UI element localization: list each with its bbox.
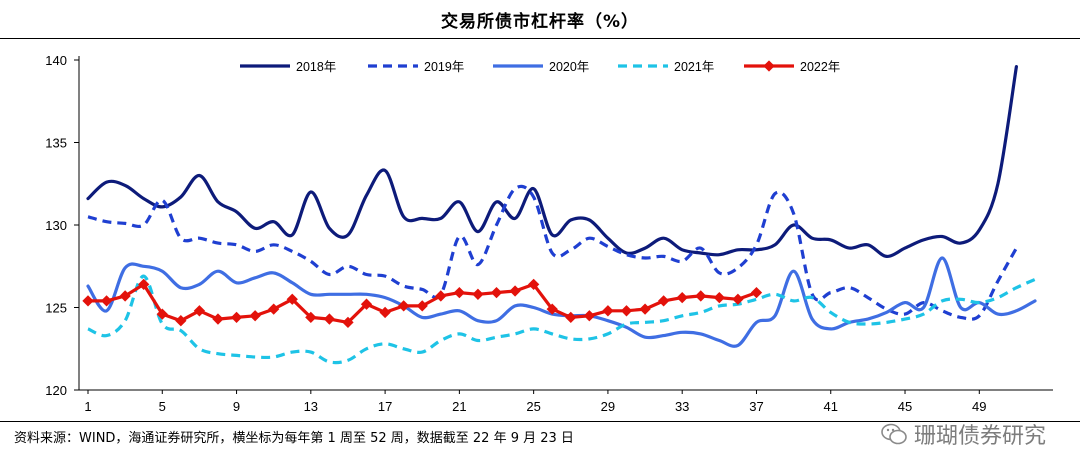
series-line-2020	[86, 256, 1037, 348]
x-tick-label: 41	[824, 399, 838, 414]
x-tick-label: 13	[304, 399, 318, 414]
series-layer	[82, 65, 1037, 365]
data-point-2022	[398, 300, 410, 312]
chart-title-bar: 交易所债市杠杆率（%）	[0, 0, 1080, 39]
legend-label-2019: 2019年	[424, 60, 464, 74]
data-point-2022	[472, 288, 484, 300]
legend-label-2018: 2018年	[296, 60, 336, 74]
data-point-2022	[583, 310, 596, 322]
data-point-2022	[249, 310, 261, 322]
watermark: 珊瑚债券研究	[880, 418, 1046, 450]
wechat-icon	[881, 423, 907, 445]
data-point-2022	[657, 295, 670, 307]
series-line-2018	[86, 65, 1018, 258]
data-point-2022	[639, 303, 651, 315]
y-tick-label: 130	[45, 218, 67, 233]
data-point-2022	[676, 291, 688, 304]
y-tick-label: 125	[45, 301, 67, 316]
x-tick-label: 37	[749, 399, 763, 414]
data-point-2022	[509, 285, 521, 297]
data-point-2022	[435, 290, 447, 302]
legend: 2018年 2019年 2020年 2021年 2022年	[240, 60, 840, 74]
x-tick-label: 49	[972, 399, 986, 414]
data-point-2022	[695, 290, 707, 302]
data-point-2022	[546, 303, 558, 315]
data-point-2022	[323, 313, 336, 325]
y-tick-label: 135	[45, 136, 67, 151]
data-point-2022	[490, 286, 503, 299]
source-note: 资料来源：WIND，海通证券研究所，横坐标为每年第 1 周至 52 周，数据截至…	[14, 431, 574, 446]
data-point-2022	[193, 305, 206, 317]
y-tick-label: 120	[45, 383, 67, 398]
legend-marker-2022	[763, 60, 775, 72]
data-point-2022	[732, 293, 744, 305]
data-point-2022	[138, 278, 150, 291]
x-tick-label: 1	[84, 399, 91, 414]
data-point-2022	[750, 286, 763, 299]
series-line-2019	[87, 184, 1018, 321]
x-tick-label: 21	[452, 399, 466, 414]
watermark-text: 珊瑚债券研究	[913, 424, 1046, 449]
data-point-2022	[342, 316, 354, 329]
data-point-2022	[713, 291, 725, 304]
chart-area: 120 125 130 135 140 1 5 9 13 17 21 25 29 33 37 41 45 49 2…	[45, 53, 1053, 414]
x-tick-label: 5	[159, 399, 166, 414]
data-point-2022	[212, 313, 224, 325]
legend-label-2021: 2021年	[674, 60, 714, 74]
data-point-2022	[286, 293, 298, 305]
data-point-2022	[527, 278, 540, 291]
x-tick-label: 17	[378, 399, 392, 414]
legend-label-2020: 2020年	[549, 60, 589, 74]
data-point-2022	[360, 298, 373, 310]
chart-title: 交易所债市杠杆率（%）	[440, 11, 640, 32]
data-point-2022	[156, 308, 168, 320]
x-tick-label: 45	[898, 399, 912, 414]
data-point-2022	[453, 286, 466, 299]
data-point-2022	[565, 311, 577, 324]
footer-divider	[0, 421, 1080, 422]
data-point-2022	[620, 305, 633, 317]
data-point-2022	[305, 311, 317, 324]
x-tick-label: 25	[526, 399, 540, 414]
y-tick-label: 140	[45, 53, 67, 68]
data-point-2022	[230, 311, 243, 324]
data-point-2022	[416, 300, 428, 312]
x-tick-label: 9	[233, 399, 240, 414]
data-point-2022	[82, 295, 94, 307]
series-line-2021	[87, 274, 1036, 365]
data-point-2022	[602, 305, 614, 317]
x-tick-label: 33	[675, 399, 689, 414]
x-tick-label: 29	[601, 399, 615, 414]
data-point-2022	[379, 306, 391, 319]
data-point-2022	[175, 315, 187, 327]
axes: 120 125 130 135 140 1 5 9 13 17 21 25 29 33 37 41 45 49	[45, 53, 1053, 414]
legend-label-2022: 2022年	[800, 60, 840, 74]
data-point-2022	[268, 303, 280, 315]
